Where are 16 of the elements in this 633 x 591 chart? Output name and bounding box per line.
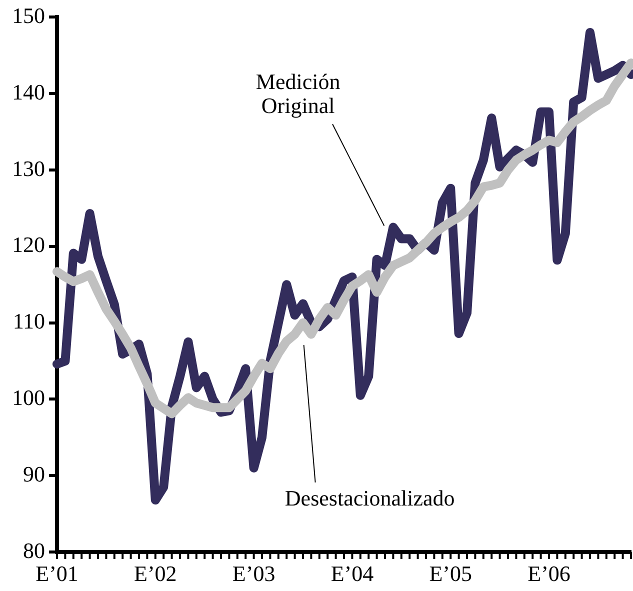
y-tick-label: 80 <box>23 538 45 563</box>
annotation: Medición Original <box>256 69 340 118</box>
y-tick-label: 100 <box>12 384 45 410</box>
annotation: Desestacionalizado <box>284 485 455 510</box>
x-tick-label: E’03 <box>232 560 276 586</box>
y-tick-label: 120 <box>12 232 45 258</box>
y-tick-label: 140 <box>12 79 45 104</box>
x-tick-label: E’06 <box>528 560 570 586</box>
y-tick-label: 150 <box>12 2 45 28</box>
y-tick-label: 90 <box>23 461 45 486</box>
x-tick-label: E’04 <box>330 560 374 586</box>
y-tick-label: 130 <box>12 156 45 181</box>
x-tick-label: E’02 <box>134 560 177 586</box>
y-tick-label: 110 <box>12 308 45 334</box>
x-tick-label: E’05 <box>429 560 472 586</box>
x-tick-label: E’01 <box>36 560 78 586</box>
